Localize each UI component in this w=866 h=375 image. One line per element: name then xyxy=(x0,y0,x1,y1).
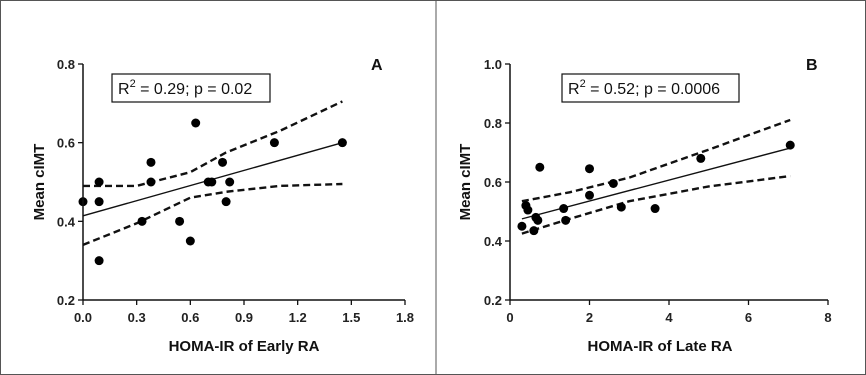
panel-b: 0 2 4 6 80.20.40.60.81.0 HOMA-IR of Late RA … xyxy=(457,57,832,355)
panel-b-x-axis-title: HOMA-IR of Late RA xyxy=(588,338,733,355)
panel-b-y-tick-label: 0.2 xyxy=(484,293,502,308)
panel-b-x-tick-label: 2 xyxy=(586,310,593,325)
panel-b-data-point xyxy=(523,205,533,215)
panel-a-stat-annotation: R2 = 0.29; p = 0.02 xyxy=(118,78,252,98)
panel-a-y-tick-label: 0.4 xyxy=(57,214,76,229)
panel-a-x-tick-label: 0.9 xyxy=(235,310,253,325)
panel-b-stat-annotation: R2 = 0.52; p = 0.0006 xyxy=(568,78,720,98)
panel-a-data-point xyxy=(146,177,156,187)
panel-a-label: A xyxy=(371,57,383,74)
panel-a-x-tick-label: 0.6 xyxy=(181,310,199,325)
panel-b-x-tick-label: 6 xyxy=(745,310,752,325)
panel-b-data-point xyxy=(533,215,543,225)
panel-b-data-point xyxy=(559,204,569,214)
panel-b-y-tick-label: 0.4 xyxy=(484,234,503,249)
panel-b-data-point xyxy=(650,204,660,214)
panel-b-stat-box: R2 = 0.52; p = 0.0006 xyxy=(561,73,740,103)
panel-b-x-tick-label: 4 xyxy=(665,310,673,325)
panel-b-data-point xyxy=(696,153,706,163)
panel-a-stat-box: R2 = 0.29; p = 0.02 xyxy=(111,73,271,103)
panel-b-data-point xyxy=(616,202,626,212)
panel-a-data-point xyxy=(191,118,201,128)
panel-a-data-point xyxy=(94,256,104,266)
panel-a-data-point xyxy=(337,138,347,148)
panel-b-r-symbol: R xyxy=(568,81,580,98)
panel-b-data-point xyxy=(517,221,527,231)
panel-a-data-point xyxy=(218,157,228,167)
panel-b-data-point xyxy=(608,178,618,188)
panel-a-y-tick-label: 0.8 xyxy=(57,57,75,72)
panel-a-x-tick-label: 1.5 xyxy=(342,310,360,325)
panel-a-x-tick-label: 0.3 xyxy=(128,310,146,325)
panel-b-stat-border xyxy=(561,73,740,103)
panel-b-x-tick-label: 0 xyxy=(506,310,513,325)
panel-b-y-tick-label: 1.0 xyxy=(484,57,502,72)
panel-a-data-point xyxy=(94,177,104,187)
panel-a-data-point xyxy=(94,197,104,207)
panel-a-data-point xyxy=(146,157,156,167)
panel-b-data-point xyxy=(585,164,594,174)
panel-a-x-axis-title: HOMA-IR of Early RA xyxy=(169,338,320,355)
panel-a-data-point xyxy=(185,236,195,246)
panel-b-ci-lower xyxy=(521,174,791,235)
panel-a-data-point xyxy=(137,216,147,226)
panel-b-y-tick-label: 0.6 xyxy=(484,175,502,190)
panel-a-x-tick-label: 0.0 xyxy=(74,310,92,325)
panel-a-data-point xyxy=(225,177,235,187)
panel-a-data-point xyxy=(175,216,185,226)
panel-a-marks xyxy=(78,100,347,266)
panel-a-data-point xyxy=(207,177,217,187)
panel-a-stat-text: = 0.29; p = 0.02 xyxy=(136,81,253,98)
panel-a-r-symbol: R xyxy=(118,81,130,98)
panel-b-y-axis-title: Mean cIMT xyxy=(457,144,474,221)
panel-a-y-tick-label: 0.2 xyxy=(57,293,75,308)
panel-a-r-power: 2 xyxy=(130,78,136,90)
panel-b-data-point xyxy=(561,215,571,225)
panel-b-y-tick-label: 0.8 xyxy=(484,116,502,131)
panel-a-stat-border xyxy=(111,73,271,103)
panel-b-data-point xyxy=(529,226,539,236)
panel-a-y-axis-title: Mean cIMT xyxy=(31,144,48,221)
panel-a-data-point xyxy=(221,197,231,207)
panel-a-ci-lower xyxy=(82,182,343,247)
panel-b-data-point xyxy=(785,140,795,150)
panel-b-label: B xyxy=(806,57,818,74)
panel-b-data-point xyxy=(535,162,545,172)
panel-b-data-point xyxy=(585,190,594,200)
panel-a-data-point xyxy=(269,138,279,148)
panel-a-y-tick-label: 0.6 xyxy=(57,136,75,151)
panel-b-x-tick-label: 8 xyxy=(824,310,831,325)
panel-b-stat-text: = 0.52; p = 0.0006 xyxy=(586,81,720,98)
panel-a-ticks: 0.0 0.3 0.6 0.9 1.2 1.5 1.8 0.2 0.4 0.6 0.8 xyxy=(57,57,414,325)
panel-a: 0.0 0.3 0.6 0.9 1.2 1.5 1.8 0.2 0.4 0.6 0.8 HOMA-I… xyxy=(31,57,414,355)
panel-b-r-power: 2 xyxy=(580,78,586,90)
panel-b-ci-upper xyxy=(521,118,791,203)
panel-a-x-tick-label: 1.2 xyxy=(289,310,307,325)
panel-b-marks xyxy=(517,118,795,236)
panel-a-ci-upper xyxy=(83,100,343,188)
panel-a-x-tick-label: 1.8 xyxy=(396,310,414,325)
panel-b-ticks: 0 2 4 6 8 0.2 0.4 0.6 0.8 1.0 xyxy=(484,57,832,325)
